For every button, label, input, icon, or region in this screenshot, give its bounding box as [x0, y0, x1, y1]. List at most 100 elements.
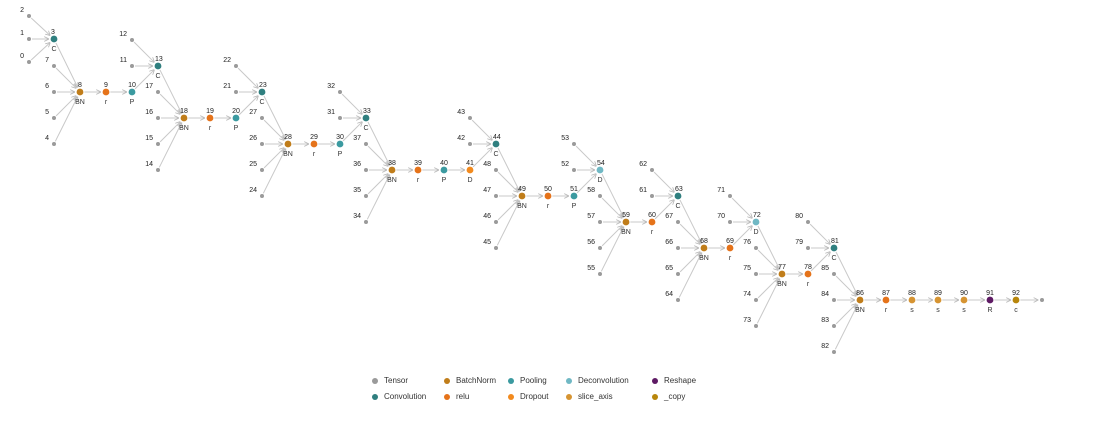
- node-54[interactable]: 54 D: [596, 160, 605, 184]
- tensor-node-marker[interactable]: [754, 298, 758, 302]
- node-84[interactable]: 84: [821, 291, 836, 302]
- tensor-node-marker[interactable]: [260, 142, 264, 146]
- node-89[interactable]: 89 s: [934, 290, 942, 314]
- tensor-node-marker[interactable]: [27, 14, 31, 18]
- batchnorm-node-marker[interactable]: [388, 166, 396, 174]
- node-23[interactable]: 23 C: [258, 82, 267, 106]
- relu-node-marker[interactable]: [206, 114, 214, 122]
- node-62[interactable]: 62: [639, 161, 654, 172]
- node-74[interactable]: 74: [743, 291, 758, 302]
- tensor-node-marker[interactable]: [27, 60, 31, 64]
- node-14[interactable]: 14: [145, 161, 160, 172]
- node-19[interactable]: 19 r: [206, 108, 214, 132]
- tensor-node-marker[interactable]: [156, 116, 160, 120]
- tensor-node-marker[interactable]: [364, 220, 368, 224]
- tensor-node-marker[interactable]: [468, 116, 472, 120]
- tensor-node-marker[interactable]: [27, 37, 31, 41]
- convolution-node-marker[interactable]: [154, 62, 162, 70]
- slice_axis-node-marker[interactable]: [960, 296, 968, 304]
- tensor-node-marker[interactable]: [676, 246, 680, 250]
- node-15[interactable]: 15: [145, 135, 160, 146]
- node-65[interactable]: 65: [665, 265, 680, 276]
- node-31[interactable]: 31: [327, 109, 342, 120]
- node-47[interactable]: 47: [483, 187, 498, 198]
- node-18[interactable]: 18 BN: [179, 108, 189, 132]
- tensor-node-marker[interactable]: [130, 64, 134, 68]
- tensor-node-marker[interactable]: [598, 220, 602, 224]
- node-38[interactable]: 38 BN: [387, 160, 397, 184]
- tensor-node-marker[interactable]: [728, 194, 732, 198]
- tensor-node-marker[interactable]: [364, 142, 368, 146]
- tensor-node-marker[interactable]: [832, 350, 836, 354]
- relu-node-marker[interactable]: [414, 166, 422, 174]
- relu-node-marker[interactable]: [544, 192, 552, 200]
- node-7[interactable]: 7: [45, 57, 56, 68]
- convolution-node-marker[interactable]: [50, 35, 58, 43]
- node-28[interactable]: 28 BN: [283, 134, 293, 158]
- node-22[interactable]: 22: [223, 57, 238, 68]
- node-34[interactable]: 34: [353, 213, 368, 224]
- node-10[interactable]: 10 P: [128, 82, 136, 106]
- node-32[interactable]: 32: [327, 83, 342, 94]
- relu-node-marker[interactable]: [882, 296, 890, 304]
- node-57[interactable]: 57: [587, 213, 602, 224]
- tensor-node-marker[interactable]: [260, 194, 264, 198]
- tensor-node-marker[interactable]: [494, 194, 498, 198]
- node-63[interactable]: 63 C: [674, 186, 683, 210]
- batchnorm-node-marker[interactable]: [180, 114, 188, 122]
- node-92[interactable]: 92 c: [1012, 290, 1020, 314]
- tensor-node-marker[interactable]: [832, 324, 836, 328]
- batchnorm-node-marker[interactable]: [622, 218, 630, 226]
- node-3[interactable]: 3C: [50, 29, 58, 53]
- tensor-node-marker[interactable]: [494, 168, 498, 172]
- node-42[interactable]: 42: [457, 135, 472, 146]
- deconvolution-node-marker[interactable]: [752, 218, 760, 226]
- node-69[interactable]: 69 r: [726, 238, 734, 262]
- node-49[interactable]: 49 BN: [517, 186, 527, 210]
- node-72[interactable]: 72 D: [752, 212, 761, 236]
- convolution-node-marker[interactable]: [362, 114, 370, 122]
- node-53[interactable]: 53: [561, 135, 576, 146]
- node-90[interactable]: 90 s: [960, 290, 968, 314]
- node-76[interactable]: 76: [743, 239, 758, 250]
- node-60[interactable]: 60 r: [648, 212, 656, 236]
- node-87[interactable]: 87 r: [882, 290, 890, 314]
- tensor-node-marker[interactable]: [676, 298, 680, 302]
- node-50[interactable]: 50 r: [544, 186, 552, 210]
- node-56[interactable]: 56: [587, 239, 602, 250]
- tensor-node-marker[interactable]: [260, 168, 264, 172]
- slice_axis-node-marker[interactable]: [908, 296, 916, 304]
- tensor-node-marker[interactable]: [130, 38, 134, 42]
- tensor-node-marker[interactable]: [52, 142, 56, 146]
- tensor-node-marker[interactable]: [52, 90, 56, 94]
- node-20[interactable]: 20 P: [232, 108, 240, 132]
- tensor-node-marker[interactable]: [832, 272, 836, 276]
- node-52[interactable]: 52: [561, 161, 576, 172]
- node-9[interactable]: 9r: [102, 82, 110, 106]
- tensor-node-marker[interactable]: [676, 272, 680, 276]
- deconvolution-node-marker[interactable]: [596, 166, 604, 174]
- tensor-node-marker[interactable]: [156, 90, 160, 94]
- node-73[interactable]: 73: [743, 317, 758, 328]
- node-21[interactable]: 21: [223, 83, 238, 94]
- node-61[interactable]: 61: [639, 187, 654, 198]
- relu-node-marker[interactable]: [726, 244, 734, 252]
- node-36[interactable]: 36: [353, 161, 368, 172]
- batchnorm-node-marker[interactable]: [856, 296, 864, 304]
- convolution-node-marker[interactable]: [830, 244, 838, 252]
- node-26[interactable]: 26: [249, 135, 264, 146]
- tensor-node-marker[interactable]: [234, 64, 238, 68]
- convolution-node-marker[interactable]: [674, 192, 682, 200]
- node-77[interactable]: 77 BN: [777, 264, 787, 288]
- node-16[interactable]: 16: [145, 109, 160, 120]
- batchnorm-node-marker[interactable]: [284, 140, 292, 148]
- node-86[interactable]: 86 BN: [855, 290, 865, 314]
- tensor-node-marker[interactable]: [468, 142, 472, 146]
- pooling-node-marker[interactable]: [128, 88, 136, 96]
- slice_axis-node-marker[interactable]: [934, 296, 942, 304]
- batchnorm-node-marker[interactable]: [700, 244, 708, 252]
- node-25[interactable]: 25: [249, 161, 264, 172]
- tensor-node-marker[interactable]: [364, 194, 368, 198]
- node-6[interactable]: 6: [45, 83, 56, 94]
- relu-node-marker[interactable]: [102, 88, 110, 96]
